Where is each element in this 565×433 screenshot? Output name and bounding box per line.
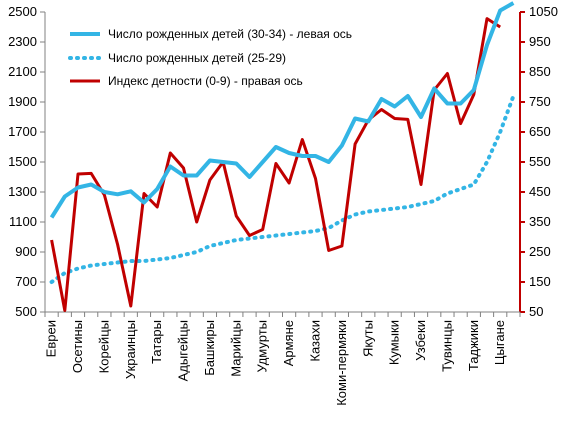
- x-tick-label: Армяне: [281, 320, 296, 366]
- left-tick-label: 900: [15, 244, 37, 259]
- left-tick-label: 1900: [8, 94, 37, 109]
- x-tick-label: Цыгане: [492, 320, 507, 365]
- x-tick-label: Адыгейцы: [176, 320, 191, 381]
- x-axis-ticks: Евреи Осетины Корейцы Украинцы Татары Адыгейц…: [44, 312, 521, 406]
- left-tick-label: 2300: [8, 34, 37, 49]
- right-tick-label: 50: [529, 304, 543, 319]
- series-line-1: [49, 94, 516, 284]
- legend-label-series-1: Число рожденных детей (25-29): [108, 51, 286, 65]
- right-tick-label: 350: [529, 214, 551, 229]
- x-tick-label: Башкиры: [202, 320, 217, 376]
- right-axis-ticks: 50 150 250 350 450 550 650 750 850 950 1050: [520, 4, 558, 319]
- x-tick-label: Марийцы: [228, 320, 243, 377]
- left-tick-label: 1300: [8, 184, 37, 199]
- right-tick-label: 850: [529, 64, 551, 79]
- x-tick-label: Таджики: [466, 320, 481, 371]
- right-tick-label: 750: [529, 94, 551, 109]
- series-line-2: [50, 17, 502, 312]
- legend-label-series-2: Индекс детности (0-9) - правая ось: [108, 74, 303, 88]
- x-tick-label: Татары: [149, 320, 164, 364]
- legend-item-series-1: Число рожденных детей (25-29): [68, 51, 286, 65]
- right-tick-label: 950: [529, 34, 551, 49]
- right-tick-label: 650: [529, 124, 551, 139]
- left-tick-label: 2500: [8, 4, 37, 19]
- x-tick-label: Евреи: [44, 320, 59, 357]
- x-tick-label: Тувинцы: [439, 320, 454, 372]
- legend-item-series-0: Число рожденных детей (30-34) - левая ос…: [70, 27, 352, 41]
- left-tick-label: 2100: [8, 64, 37, 79]
- legend-item-series-2: Индекс детности (0-9) - правая ось: [70, 74, 303, 88]
- right-tick-label: 150: [529, 274, 551, 289]
- right-tick-label: 550: [529, 154, 551, 169]
- left-tick-label: 1100: [9, 214, 37, 229]
- legend-label-series-0: Число рожденных детей (30-34) - левая ос…: [108, 27, 352, 41]
- left-tick-label: 500: [15, 304, 37, 319]
- left-axis-ticks: 500 700 900 1100 1300 1500 1700 1900 2100 2300 250…: [8, 4, 45, 319]
- legend: Число рожденных детей (30-34) - левая ос…: [68, 27, 352, 88]
- x-tick-label: Коми-пермяки: [334, 320, 349, 406]
- left-tick-label: 700: [15, 274, 37, 289]
- x-tick-label: Кумыки: [387, 320, 402, 365]
- right-tick-label: 250: [529, 244, 551, 259]
- x-tick-label: Якуты: [360, 320, 375, 357]
- series-layer: [49, 1, 516, 312]
- x-tick-label: Удмурты: [255, 320, 270, 373]
- x-tick-label: Узбеки: [413, 320, 428, 361]
- right-tick-label: 450: [529, 184, 551, 199]
- x-tick-label: Осетины: [70, 320, 85, 373]
- right-tick-label: 1050: [529, 4, 558, 19]
- x-tick-label: Корейцы: [96, 320, 111, 373]
- x-tick-label: Казахи: [307, 320, 322, 362]
- left-tick-label: 1700: [8, 124, 37, 139]
- series-line-0: [49, 1, 515, 219]
- left-tick-label: 1500: [8, 154, 37, 169]
- x-tick-label: Украинцы: [123, 320, 138, 379]
